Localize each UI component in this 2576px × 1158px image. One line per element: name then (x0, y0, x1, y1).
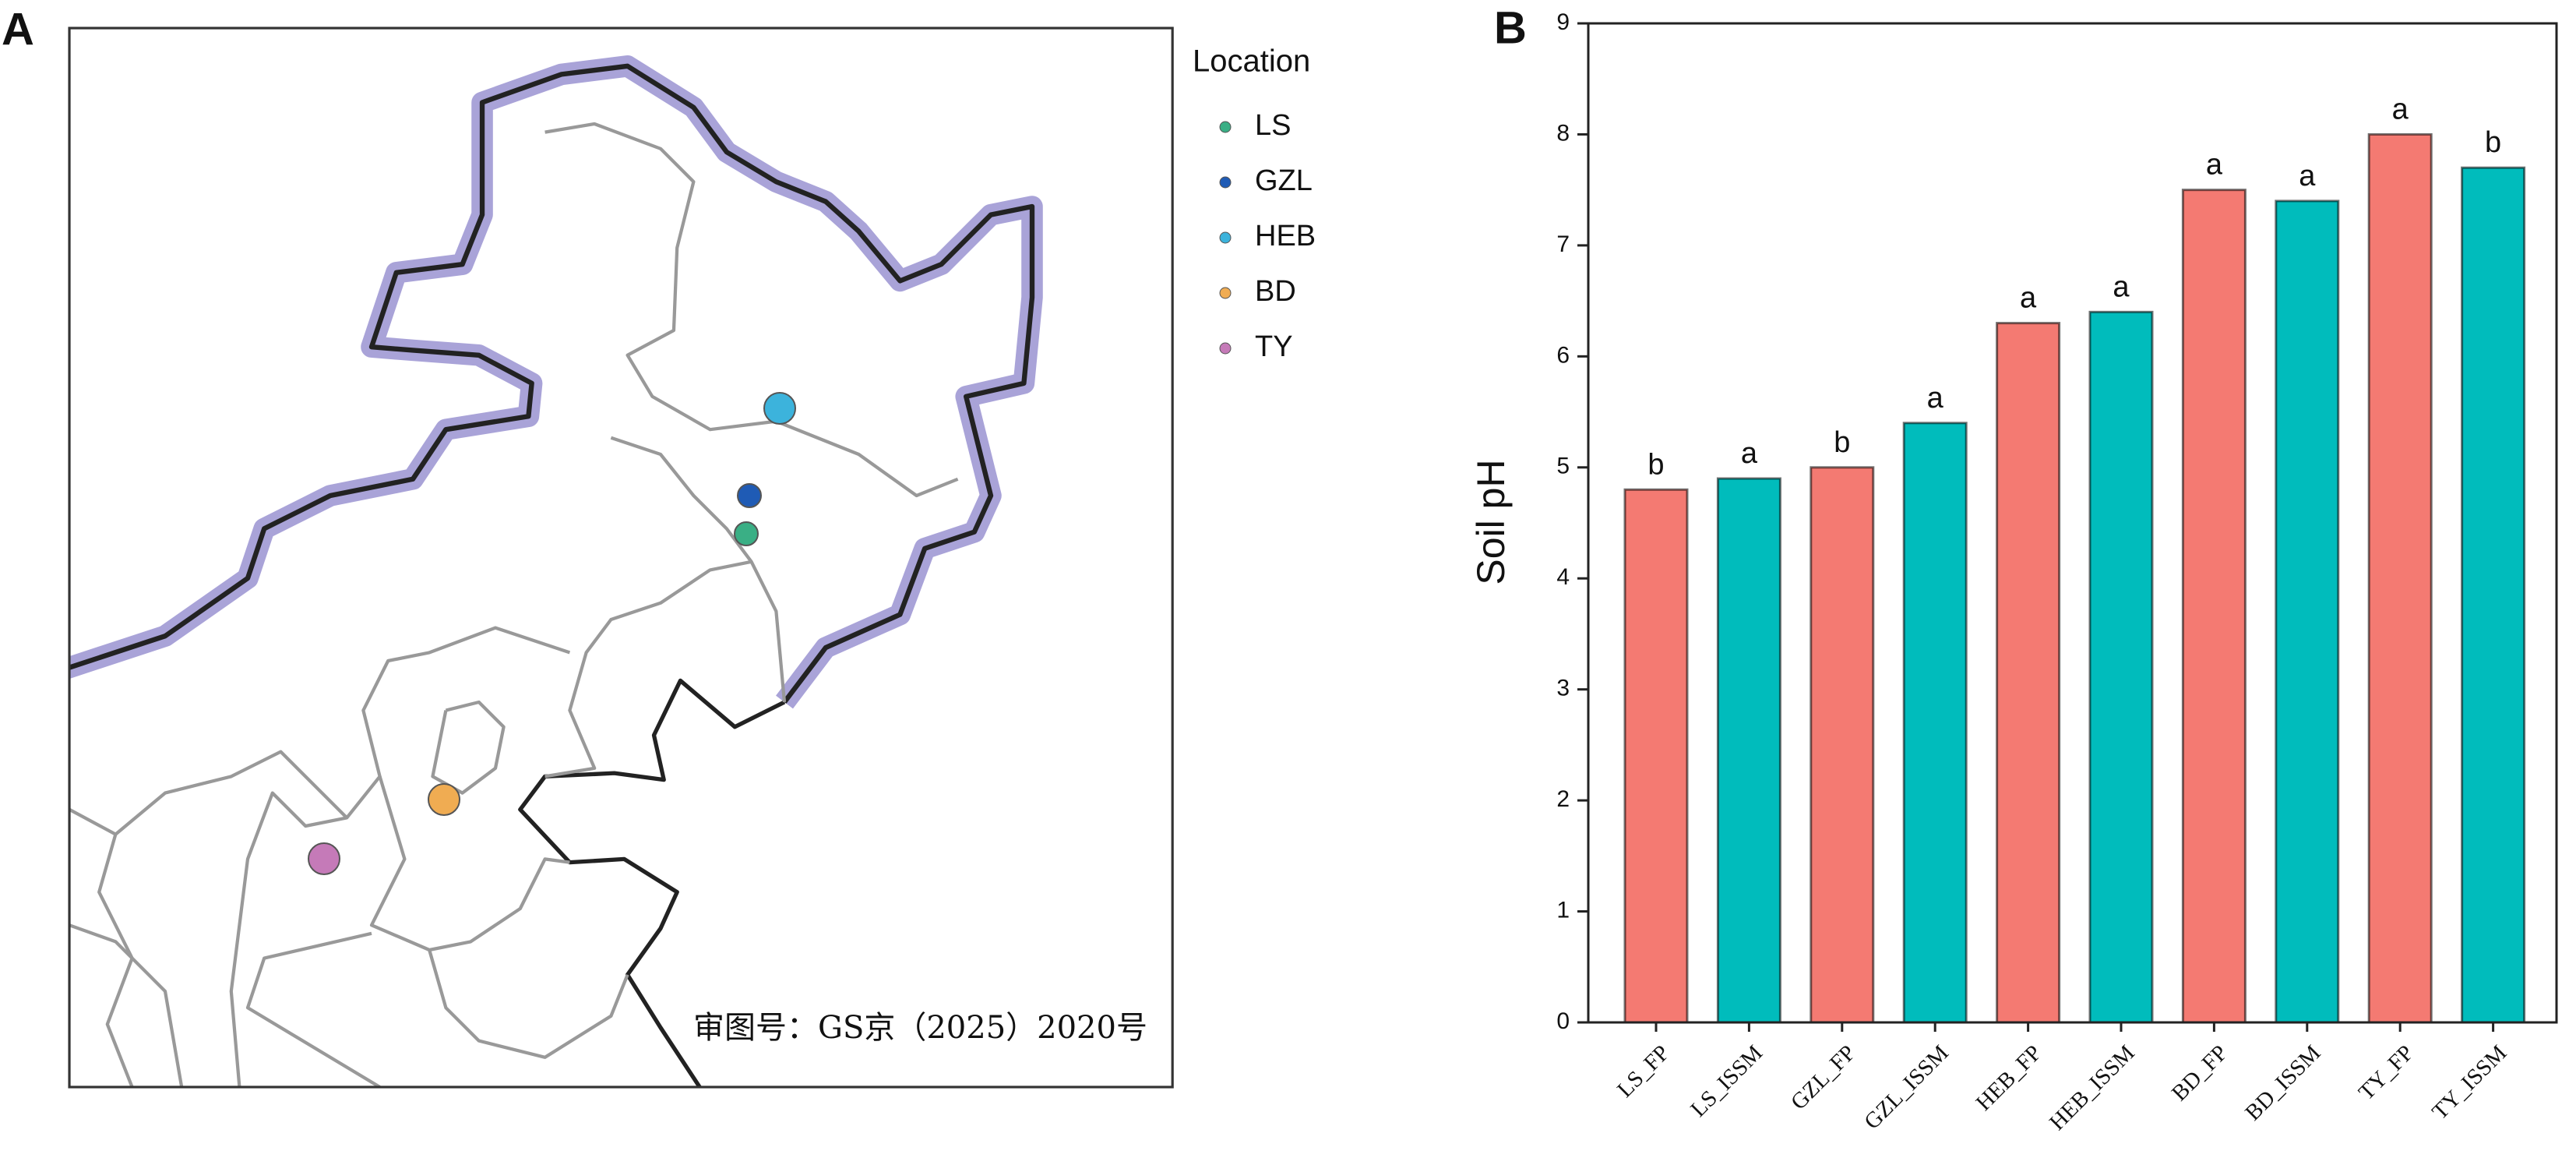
y-tick-label: 2 (1556, 786, 1570, 812)
legend-swatch (1219, 176, 1232, 189)
panel-label: B (1494, 2, 1527, 53)
map-frame (68, 26, 1174, 1089)
country-border (69, 63, 1035, 704)
x-tick-label: LS_ISSM (1686, 1040, 1767, 1122)
y-tick-label: 3 (1556, 676, 1570, 701)
x-tick-label: TY_ISSM (2427, 1040, 2511, 1124)
bar-chart: B Soil pH 0 1 2 3 4 5 6 7 8 9 b LS_FP a LS_ISSM b GZL_FP a… (1469, 2, 2558, 1135)
significance-letter: a (2299, 160, 2316, 192)
x-tick-label: HEB_FP (1972, 1040, 2047, 1116)
significance-letter: a (2206, 149, 2223, 182)
legend-swatch (1219, 342, 1232, 355)
x-tick-label: BD_ISSM (2240, 1040, 2325, 1125)
bar (2367, 132, 2433, 1024)
y-tick-label: 9 (1556, 9, 1570, 35)
significance-letter: a (2392, 93, 2409, 125)
site-marker (734, 521, 759, 546)
legend-swatch (1219, 231, 1232, 244)
y-tick-label: 0 (1556, 1008, 1570, 1034)
y-tick-label: 6 (1556, 342, 1570, 368)
country-border-halo (69, 55, 1043, 709)
site-marker (428, 783, 460, 816)
legend-label: GZL (1255, 164, 1313, 197)
legend-swatch (1219, 121, 1232, 133)
bar (2461, 166, 2526, 1024)
significance-letter: a (1927, 382, 1944, 415)
panel-label: A (2, 4, 34, 55)
site-marker (737, 483, 762, 508)
coastline (518, 678, 786, 1087)
y-tick-label: 7 (1556, 231, 1570, 257)
bar (1716, 477, 1781, 1024)
x-tick-label: BD_FP (2167, 1040, 2232, 1106)
bar (1902, 422, 1968, 1024)
map (68, 26, 1174, 1089)
significance-letter: b (2485, 126, 2501, 159)
x-tick-label: GZL_FP (1786, 1040, 1861, 1115)
bar (2181, 189, 2247, 1024)
bar (2275, 199, 2340, 1024)
significance-letter: b (1647, 448, 1664, 481)
plot-frame (1587, 22, 2558, 1024)
significance-letter: a (2113, 270, 2130, 303)
x-tick-label: TY_FP (2354, 1040, 2419, 1105)
bar (1623, 488, 1689, 1024)
y-tick-label: 5 (1556, 454, 1570, 479)
significance-letter: a (2020, 282, 2037, 315)
legend-label: LS (1255, 109, 1291, 142)
site-marker (763, 392, 796, 425)
map-note: 审图号：GS京（2025）2020号 (693, 1010, 1147, 1046)
x-tick-label: GZL_ISSM (1859, 1040, 1954, 1135)
legend-title: Location (1193, 44, 1310, 79)
bar (1996, 322, 2061, 1024)
bar (1810, 466, 1875, 1024)
map-shapes (69, 55, 1043, 1087)
legend: LS GZL HEB BD TY (308, 109, 1316, 875)
significance-letter: b (1834, 426, 1850, 459)
site-marker (308, 842, 340, 875)
y-axis-label: Soil pH (1469, 459, 1513, 584)
y-tick-label: 1 (1556, 897, 1570, 923)
bar (2088, 310, 2154, 1024)
legend-label: HEB (1255, 220, 1316, 252)
significance-letter: a (1741, 437, 1758, 470)
x-tick-label: LS_FP (1612, 1040, 1675, 1103)
y-tick-label: 4 (1556, 564, 1570, 590)
y-tick-label: 8 (1556, 120, 1570, 146)
x-tick-label: HEB_ISSM (2045, 1040, 2140, 1135)
legend-label: TY (1255, 330, 1293, 363)
legend-label: BD (1255, 275, 1296, 308)
province-borders (69, 122, 959, 1087)
legend-swatch (1219, 287, 1232, 299)
